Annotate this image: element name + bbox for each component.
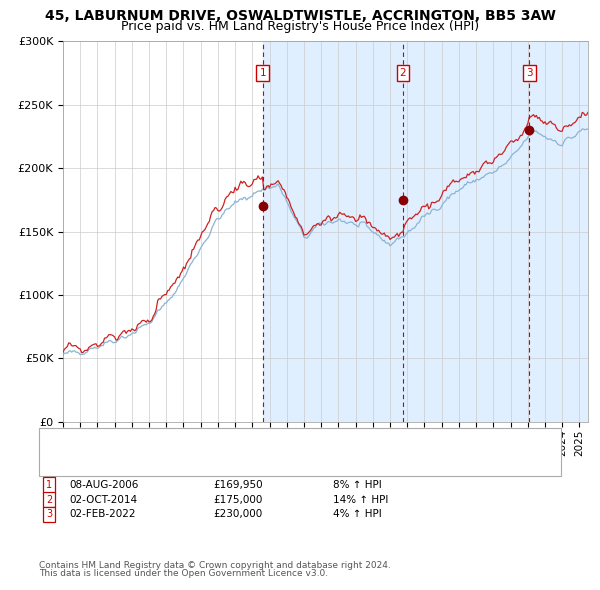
Text: 08-AUG-2006: 08-AUG-2006 [69, 480, 139, 490]
Text: 45, LABURNUM DRIVE, OSWALDTWISTLE, ACCRINGTON, BB5 3AW (detached house): 45, LABURNUM DRIVE, OSWALDTWISTLE, ACCRI… [75, 431, 511, 441]
Text: £230,000: £230,000 [213, 510, 262, 519]
Text: 1: 1 [259, 68, 266, 78]
Text: Contains HM Land Registry data © Crown copyright and database right 2024.: Contains HM Land Registry data © Crown c… [39, 560, 391, 570]
Text: 02-FEB-2022: 02-FEB-2022 [69, 510, 136, 519]
Text: 14% ↑ HPI: 14% ↑ HPI [333, 495, 388, 504]
Text: Price paid vs. HM Land Registry's House Price Index (HPI): Price paid vs. HM Land Registry's House … [121, 20, 479, 33]
Text: 2: 2 [46, 495, 52, 504]
Text: 2: 2 [400, 68, 406, 78]
Text: 3: 3 [46, 510, 52, 519]
Text: 3: 3 [526, 68, 532, 78]
Text: 8% ↑ HPI: 8% ↑ HPI [333, 480, 382, 490]
Text: 45, LABURNUM DRIVE, OSWALDTWISTLE, ACCRINGTON, BB5 3AW: 45, LABURNUM DRIVE, OSWALDTWISTLE, ACCRI… [44, 9, 556, 23]
Text: This data is licensed under the Open Government Licence v3.0.: This data is licensed under the Open Gov… [39, 569, 328, 578]
Text: 1: 1 [46, 480, 52, 490]
Text: 4% ↑ HPI: 4% ↑ HPI [333, 510, 382, 519]
Text: £169,950: £169,950 [213, 480, 263, 490]
Text: 02-OCT-2014: 02-OCT-2014 [69, 495, 137, 504]
Bar [263, 41, 600, 422]
Text: £175,000: £175,000 [213, 495, 262, 504]
Text: HPI: Average price, detached house, Hyndburn: HPI: Average price, detached house, Hynd… [75, 448, 319, 458]
